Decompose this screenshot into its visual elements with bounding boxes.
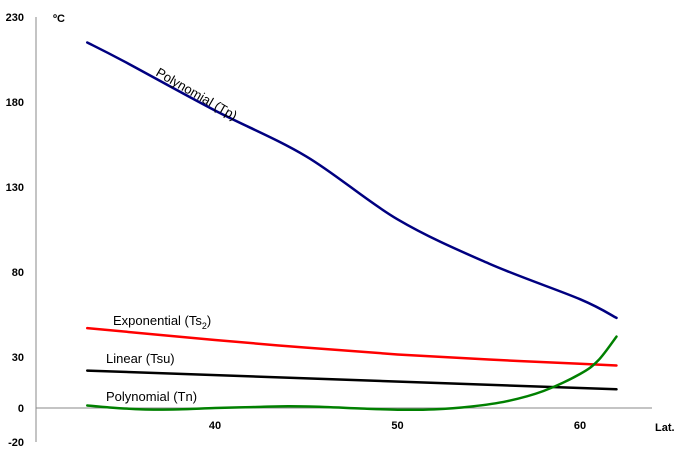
y-tick-label: -20 [8,437,24,449]
series-polynomial-tp-line [86,41,618,320]
label-exponential-ts2: Exponential (Ts2) [113,313,211,331]
series-polynomial-tn-line [86,335,618,412]
series-linear-tsu-line [86,369,618,391]
y-tick-label: 230 [6,12,24,24]
x-tick-label: 50 [391,420,403,432]
tick-labels: -20 0 30 80 130 180 230 40 50 60 [6,12,586,449]
label-linear-tsu: Linear (Tsu) [106,351,175,366]
y-tick-label: 0 [18,403,24,415]
x-tick-label: 40 [209,420,221,432]
x-axis-label: Lat. [655,422,675,434]
y-tick-label: 30 [12,352,24,364]
label-polynomial-tn: Polynomial (Tn) [106,389,197,404]
series-exponential-ts2-line [86,326,618,367]
axes [35,17,652,442]
y-tick-label: 180 [6,97,24,109]
series-lines [86,41,618,412]
label-polynomial-tp: Polynomial (Tp) [154,65,240,124]
x-tick-label: 60 [574,420,586,432]
y-axis-unit: ºC [53,13,65,25]
y-tick-label: 130 [6,182,24,194]
y-tick-label: 80 [12,267,24,279]
